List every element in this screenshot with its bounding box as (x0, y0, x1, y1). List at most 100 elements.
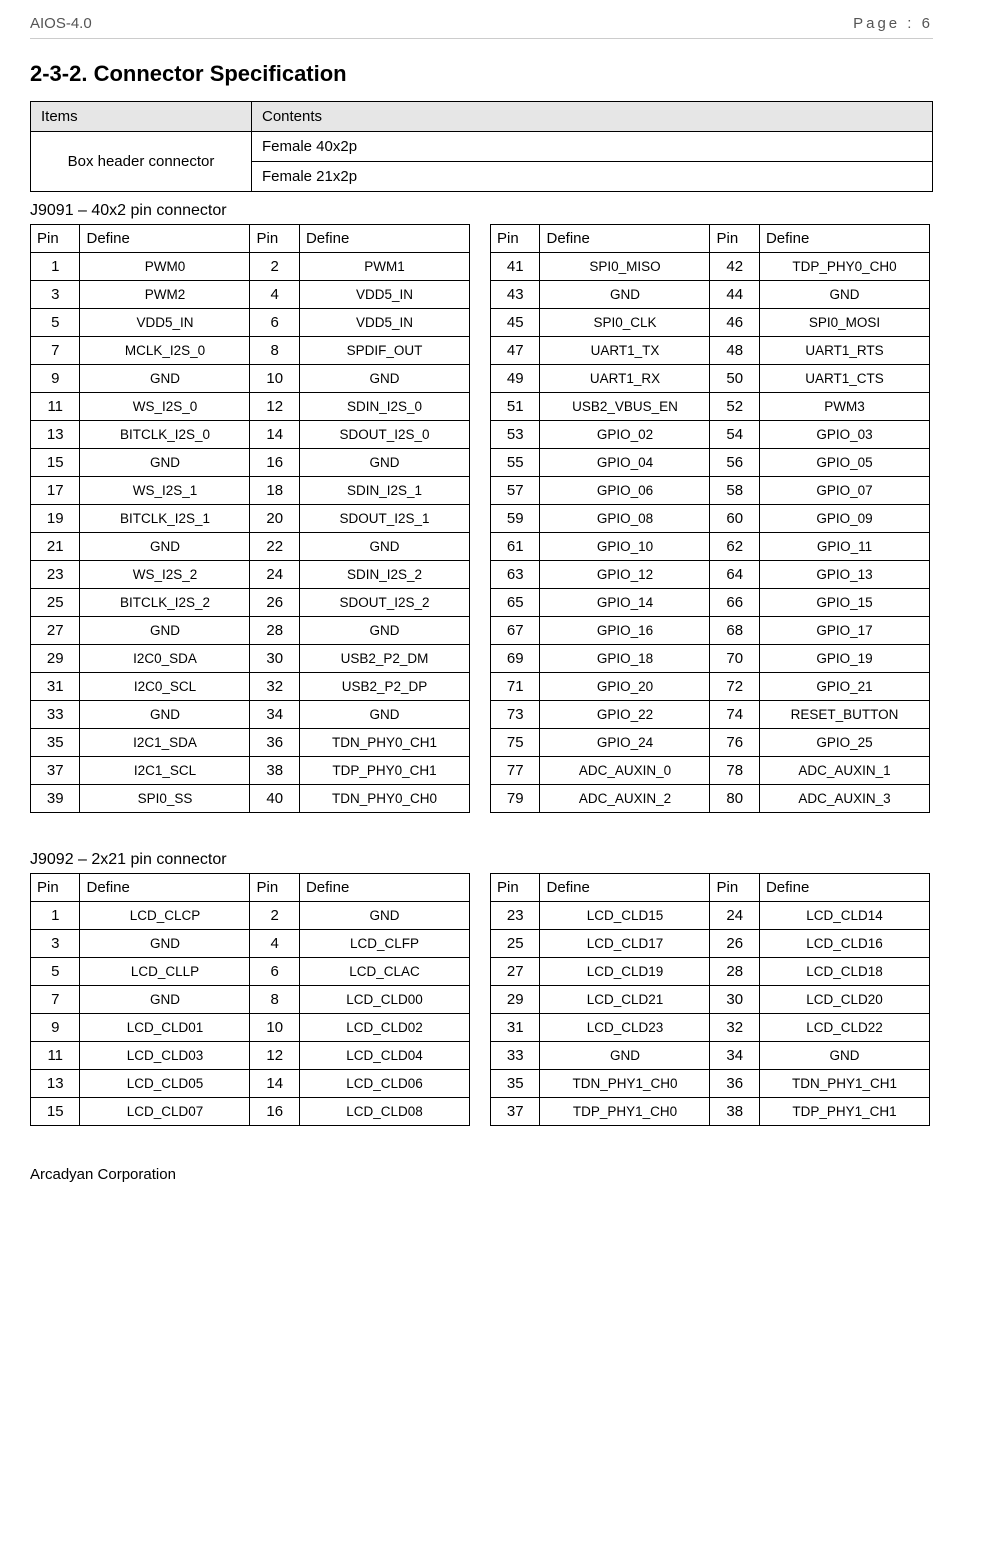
pin-number-cell: 44 (710, 281, 759, 309)
pin-number-cell: 29 (491, 986, 540, 1014)
pin-number-cell: 20 (250, 505, 299, 533)
pin-define-cell: ADC_AUXIN_1 (759, 757, 929, 785)
pin-number-cell: 5 (31, 958, 80, 986)
pin-define-cell: PWM1 (299, 253, 469, 281)
pin-number-cell: 35 (491, 1070, 540, 1098)
pin-define-cell: LCD_CLD07 (80, 1098, 250, 1126)
pin-define-cell: GND (299, 701, 469, 729)
pin-number-cell: 35 (31, 729, 80, 757)
pin-define-cell: LCD_CLD23 (540, 1014, 710, 1042)
pin-number-cell: 55 (491, 449, 540, 477)
pin-number-cell: 57 (491, 477, 540, 505)
pin-number-cell: 3 (31, 281, 80, 309)
table-row: 7GND8LCD_CLD00 (31, 986, 470, 1014)
table-row: 27LCD_CLD1928LCD_CLD18 (491, 958, 930, 986)
pin-number-cell: 71 (491, 673, 540, 701)
pin-define-cell: TDP_PHY1_CH1 (759, 1098, 929, 1126)
pin-define-cell: LCD_CLD18 (759, 958, 929, 986)
pin-define-cell: LCD_CLD03 (80, 1042, 250, 1070)
table-row: 75GPIO_2476GPIO_25 (491, 729, 930, 757)
table-row: 59GPIO_0860GPIO_09 (491, 505, 930, 533)
pin-number-cell: 70 (710, 645, 759, 673)
pin-define-cell: VDD5_IN (299, 281, 469, 309)
pin-define-cell: BITCLK_I2S_1 (80, 505, 250, 533)
connector-title: J9091 – 40x2 pin connector (30, 202, 933, 220)
pin-define-cell: GPIO_08 (540, 505, 710, 533)
pin-define-cell: GND (540, 281, 710, 309)
pin-define-cell: UART1_CTS (759, 365, 929, 393)
pin-number-cell: 8 (250, 337, 299, 365)
pin-define-cell: I2C0_SDA (80, 645, 250, 673)
table-row: 17WS_I2S_118SDIN_I2S_1 (31, 477, 470, 505)
pin-define-cell: WS_I2S_2 (80, 561, 250, 589)
table-row: 53GPIO_0254GPIO_03 (491, 421, 930, 449)
table-row: 33GND34GND (31, 701, 470, 729)
table-row: 5LCD_CLLP6LCD_CLAC (31, 958, 470, 986)
pin-number-cell: 52 (710, 393, 759, 421)
pin-define-cell: GPIO_02 (540, 421, 710, 449)
table-row: 57GPIO_0658GPIO_07 (491, 477, 930, 505)
pin-define-cell: GPIO_20 (540, 673, 710, 701)
pin-number-cell: 9 (31, 365, 80, 393)
pin-define-cell: GPIO_11 (759, 533, 929, 561)
pin-number-cell: 13 (31, 421, 80, 449)
pin-define-cell: GPIO_09 (759, 505, 929, 533)
pin-number-cell: 3 (31, 930, 80, 958)
top-bar: AIOS-4.0 Page : 6 (30, 15, 933, 39)
pin-number-cell: 45 (491, 309, 540, 337)
table-row: 3GND4LCD_CLFP (31, 930, 470, 958)
spec-content-row: Female 40x2p (252, 132, 933, 162)
pin-define-cell: GND (299, 365, 469, 393)
pin-define-cell: WS_I2S_0 (80, 393, 250, 421)
pin-define-cell: GND (299, 533, 469, 561)
pin-define-cell: TDP_PHY0_CH0 (759, 253, 929, 281)
pin-number-cell: 11 (31, 393, 80, 421)
table-row: 29I2C0_SDA30USB2_P2_DM (31, 645, 470, 673)
pin-table-header: Define (299, 874, 469, 902)
table-row: 37TDP_PHY1_CH038TDP_PHY1_CH1 (491, 1098, 930, 1126)
pin-number-cell: 14 (250, 421, 299, 449)
pin-number-cell: 75 (491, 729, 540, 757)
pin-number-cell: 62 (710, 533, 759, 561)
pin-number-cell: 34 (250, 701, 299, 729)
pin-number-cell: 80 (710, 785, 759, 813)
table-row: 15LCD_CLD0716LCD_CLD08 (31, 1098, 470, 1126)
pin-number-cell: 28 (710, 958, 759, 986)
table-row: 1PWM02PWM1 (31, 253, 470, 281)
pin-number-cell: 54 (710, 421, 759, 449)
pin-number-cell: 24 (710, 902, 759, 930)
table-row: 35I2C1_SDA36TDN_PHY0_CH1 (31, 729, 470, 757)
connector-title: J9092 – 2x21 pin connector (30, 851, 933, 869)
pin-number-cell: 24 (250, 561, 299, 589)
pin-number-cell: 22 (250, 533, 299, 561)
pin-table-header: Pin (710, 225, 759, 253)
pin-number-cell: 47 (491, 337, 540, 365)
pin-table-header: Define (540, 225, 710, 253)
pin-define-cell: ADC_AUXIN_3 (759, 785, 929, 813)
pin-number-cell: 15 (31, 1098, 80, 1126)
pin-define-cell: LCD_CLD17 (540, 930, 710, 958)
pin-number-cell: 23 (491, 902, 540, 930)
pin-number-cell: 72 (710, 673, 759, 701)
pin-number-cell: 33 (31, 701, 80, 729)
pin-define-cell: GPIO_17 (759, 617, 929, 645)
pin-define-cell: TDN_PHY1_CH0 (540, 1070, 710, 1098)
pin-define-cell: SDOUT_I2S_1 (299, 505, 469, 533)
pin-define-cell: LCD_CLLP (80, 958, 250, 986)
pin-number-cell: 26 (250, 589, 299, 617)
pin-define-cell: GND (80, 533, 250, 561)
pin-number-cell: 23 (31, 561, 80, 589)
pin-table-header: Pin (250, 874, 299, 902)
pin-number-cell: 16 (250, 449, 299, 477)
pin-number-cell: 14 (250, 1070, 299, 1098)
pin-define-cell: GPIO_16 (540, 617, 710, 645)
pin-number-cell: 46 (710, 309, 759, 337)
pin-number-cell: 60 (710, 505, 759, 533)
pin-number-cell: 30 (250, 645, 299, 673)
pin-define-cell: LCD_CLAC (299, 958, 469, 986)
pin-define-cell: I2C1_SDA (80, 729, 250, 757)
pin-number-cell: 64 (710, 561, 759, 589)
pin-number-cell: 37 (491, 1098, 540, 1126)
table-row: 23LCD_CLD1524LCD_CLD14 (491, 902, 930, 930)
pin-number-cell: 6 (250, 958, 299, 986)
